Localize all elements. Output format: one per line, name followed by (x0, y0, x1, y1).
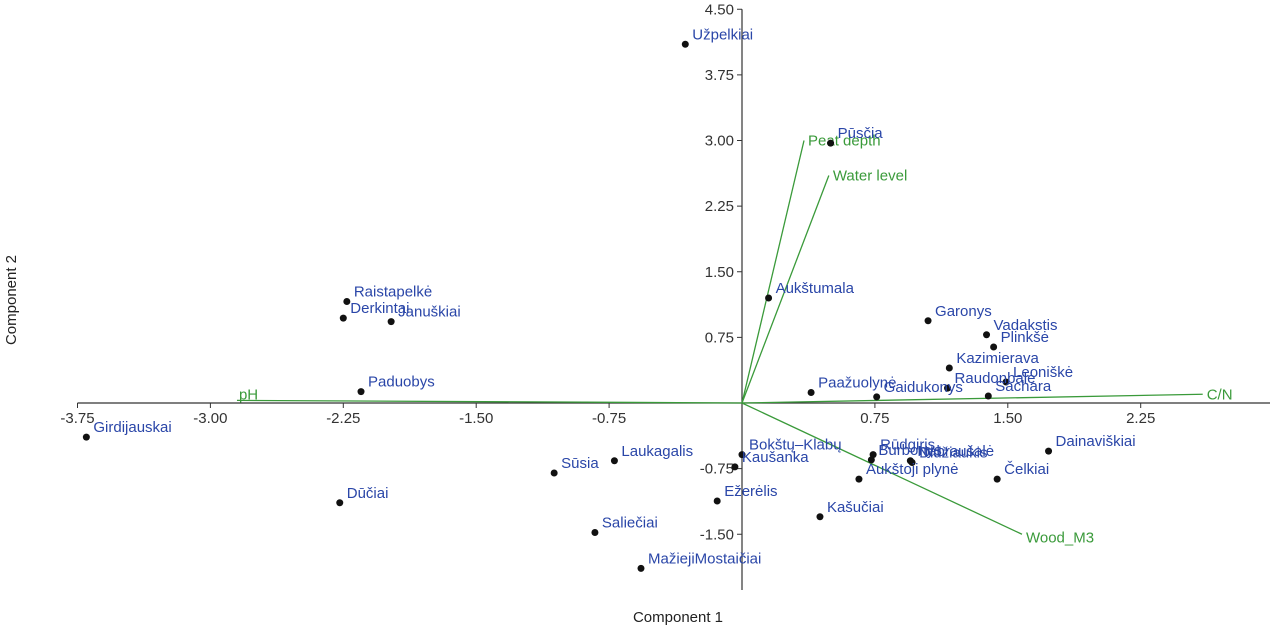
vector-label: Peat depth (808, 133, 881, 150)
score-point (867, 456, 875, 464)
point-label: Raudonbalė (955, 370, 1036, 387)
score-point (827, 139, 835, 147)
score-point (550, 469, 558, 477)
score-point (990, 343, 998, 351)
score-point (339, 314, 347, 322)
score-point (343, 298, 351, 305)
vector-line (741, 140, 805, 404)
x-tick-label: -0.75 (592, 410, 626, 427)
point-label: Raistapelkė (354, 284, 432, 301)
point-label: Ežerėlis (724, 483, 777, 500)
point-label: Kašučiai (827, 499, 884, 516)
point-label: Saliečiai (602, 515, 658, 532)
point-label: Bokštų–Klabų (749, 437, 842, 454)
score-point (357, 388, 365, 396)
point-label: Rūdgiris (880, 437, 935, 454)
score-points: Užpelkiai Pūsčia Aukštumala RaistapelkėDerk… (82, 26, 1136, 572)
score-point (924, 317, 932, 325)
vector-line (236, 399, 743, 404)
x-tick-label: -1.50 (459, 410, 493, 427)
y-tick-label: 0.75 (705, 329, 734, 346)
point-label: Kaušanka (742, 449, 809, 466)
point-label: Užpelkiai (692, 26, 753, 43)
score-point (336, 499, 344, 507)
vector-line (741, 393, 1203, 404)
point-label: Pūsčia (838, 125, 884, 142)
point-label: Aukštumala (776, 280, 855, 297)
point-label: Januškiai (398, 304, 461, 321)
point-label: Čelkiai (1004, 461, 1049, 478)
vector-label: pH (239, 386, 258, 403)
score-point (993, 475, 1001, 483)
y-tick-label: 4.50 (705, 1, 734, 18)
score-point (807, 389, 815, 396)
score-point (731, 463, 739, 471)
score-point (908, 459, 916, 466)
x-tick-label: -3.75 (60, 410, 94, 427)
point-label: Girdijauskai (93, 419, 171, 436)
score-point (945, 364, 953, 372)
score-point (873, 393, 881, 401)
y-tick-label: -0.75 (700, 461, 734, 478)
point-label: Aukštoji plynė (866, 461, 959, 478)
x-tick-label: -3.00 (193, 410, 227, 427)
score-point (637, 564, 645, 572)
score-point (610, 457, 618, 465)
point-label: MažiejiMostaičiai (648, 550, 761, 567)
score-point (816, 513, 824, 521)
x-tick-label: -2.25 (326, 410, 360, 427)
score-point (591, 529, 599, 536)
score-point (869, 451, 877, 459)
score-point (681, 40, 689, 48)
score-point (713, 497, 721, 505)
score-point (1045, 447, 1053, 455)
score-point (944, 384, 952, 392)
point-label: Dainaviškiai (1056, 433, 1136, 450)
y-tick-label: 3.00 (705, 133, 734, 150)
vector-line (741, 175, 830, 404)
axes: -3.75 -3.00 -2.25 -1.50 -0.75 0.75 1.50 2.25 4.5… (60, 1, 1270, 590)
score-point (765, 294, 773, 302)
loading-vectors: Peat depth Water level pH C/N Wood_M3 (236, 133, 1233, 546)
point-label: Laukagalis (621, 443, 693, 460)
point-label: Paduobys (368, 374, 435, 391)
point-label: Derkintai (350, 300, 409, 317)
point-label: Leoniškė (1013, 364, 1073, 381)
point-label: Garonys (935, 303, 992, 320)
score-point (855, 475, 863, 483)
vector-label: Water level (833, 168, 907, 185)
point-label: Gaidukonys (884, 379, 963, 396)
y-tick-label: 3.75 (705, 67, 734, 84)
vector-label: C/N (1207, 386, 1233, 403)
score-point (738, 451, 746, 459)
x-tick-label: 2.25 (1126, 410, 1155, 427)
point-label: Paažuolynė (818, 375, 896, 392)
point-label: Vadakstis (994, 317, 1058, 334)
y-tick-label: 2.25 (705, 198, 734, 215)
point-label: Plinkšė (1001, 329, 1049, 346)
y-tick-label: -1.50 (700, 526, 734, 543)
score-point (983, 331, 991, 339)
y-tick-label: 1.50 (705, 264, 734, 281)
vector-label: Wood_M3 (1026, 529, 1094, 546)
score-point (82, 433, 90, 441)
point-label: Kazimierava (956, 350, 1039, 367)
score-point (1002, 378, 1010, 386)
vector-line (741, 402, 1023, 535)
point-label: Sūsia (561, 455, 599, 472)
x-tick-label: 0.75 (860, 410, 889, 427)
point-label: Didžiaukis (919, 445, 987, 462)
score-point (984, 392, 992, 400)
y-axis-title: Component 2 (3, 255, 20, 345)
point-label: Sachara (995, 378, 1052, 395)
point-label: Burbonys (878, 442, 941, 459)
score-point (387, 318, 395, 326)
point-label: Dūčiai (347, 485, 389, 502)
x-tick-label: 1.50 (993, 410, 1022, 427)
point-label: Nabraušalė (917, 443, 994, 460)
x-axis-title: Component 1 (633, 609, 723, 626)
